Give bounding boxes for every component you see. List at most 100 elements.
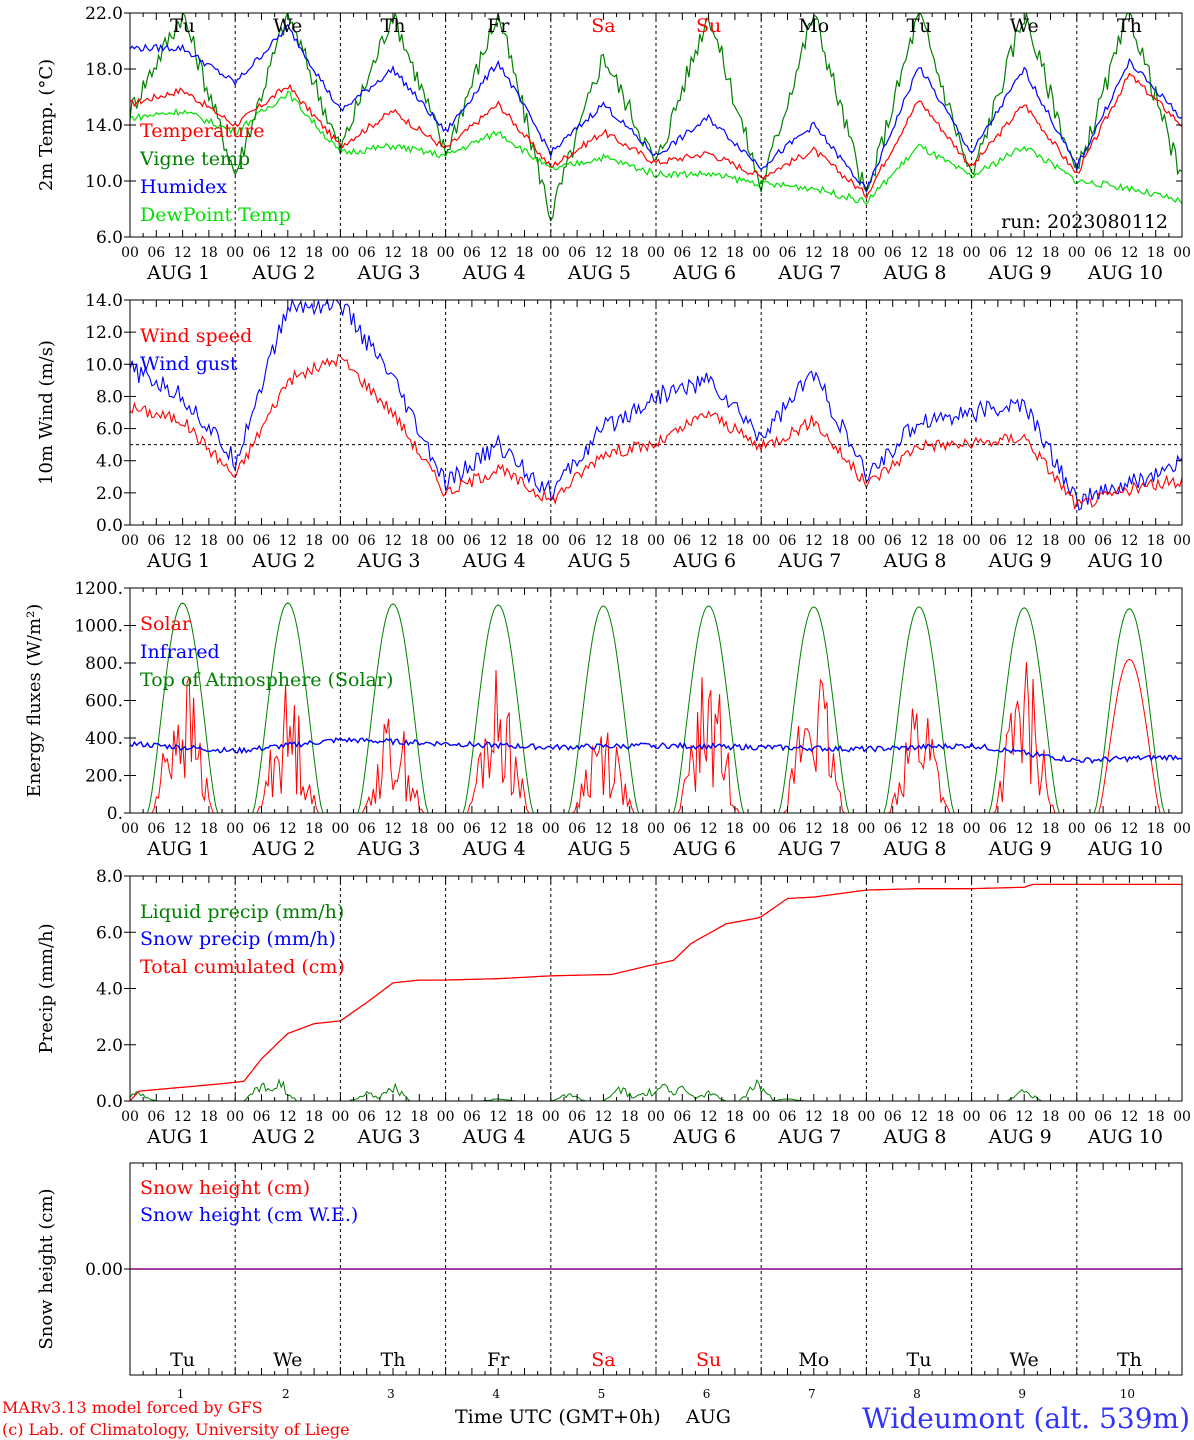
hour-tick-label: 06 (568, 821, 586, 837)
hour-tick-label: 00 (437, 245, 455, 261)
hour-tick-label: 06 (673, 1109, 691, 1125)
hour-tick-label: 00 (437, 821, 455, 837)
hour-tick-label: 06 (463, 821, 481, 837)
date-label: AUG 3 (356, 838, 420, 860)
hour-tick-label: 00 (647, 821, 665, 837)
date-label: AUG 6 (672, 838, 736, 860)
hour-tick-label: 00 (857, 533, 875, 549)
weekday-label: We (273, 15, 302, 37)
hour-tick-label: 18 (1147, 533, 1165, 549)
y-tick-label: 6.0 (96, 923, 123, 943)
hour-tick-label: 12 (174, 245, 192, 261)
legend-entry: Vigne temp (139, 148, 250, 170)
hour-tick-label: 06 (779, 245, 797, 261)
hour-tick-label: 12 (910, 821, 928, 837)
hour-tick-label: 00 (331, 821, 349, 837)
date-label: AUG 1 (146, 1126, 210, 1148)
precip-panel: 00 06 12 18 00 06 12 18 00 06 12 18 00 06 12 18 00 06 12 18… (36, 867, 1191, 1148)
hour-tick-label: 18 (1042, 1109, 1060, 1125)
y-tick-label: 14.0 (85, 291, 123, 311)
hour-tick-label: 12 (805, 245, 823, 261)
y-tick-label: 2.0 (96, 1036, 123, 1056)
day-number-label: 10 (1120, 1387, 1135, 1401)
hour-tick-label: 00 (121, 1109, 139, 1125)
date-label: AUG 9 (988, 550, 1052, 572)
hour-tick-label: 00 (331, 533, 349, 549)
hour-tick-label: 18 (1147, 821, 1165, 837)
weekday-label: Tu (170, 1349, 195, 1371)
hour-tick-label: 06 (358, 821, 376, 837)
hour-tick-label: 06 (253, 533, 271, 549)
y-tick-label: 200. (85, 767, 123, 787)
weekday-label: We (273, 1349, 302, 1371)
hour-tick-label: 18 (726, 1109, 744, 1125)
y-tick-label: 2.0 (96, 484, 123, 504)
day-number-label: 2 (282, 1387, 290, 1401)
weekday-label: Sa (591, 1349, 615, 1371)
y-tick-label: 8.0 (96, 867, 123, 887)
credit-line-1: MARv3.13 model forced by GFS (2, 1398, 263, 1417)
hour-tick-label: 12 (700, 1109, 718, 1125)
hour-tick-label: 00 (752, 821, 770, 837)
hour-tick-label: 00 (857, 1109, 875, 1125)
plot-frame (129, 299, 1183, 526)
date-label: AUG 5 (567, 838, 631, 860)
hour-tick-label: 12 (279, 245, 297, 261)
hour-tick-label: 18 (1042, 821, 1060, 837)
y-axis-label: 10m Wind (m/s) (36, 340, 57, 485)
date-label: AUG 9 (988, 838, 1052, 860)
hour-tick-label: 12 (489, 821, 507, 837)
y-tick-label: 1000. (74, 617, 123, 637)
wind-panel: 00 06 12 18 00 06 12 18 00 06 12 18 00 06 12 18 00 06 12 18… (36, 291, 1191, 572)
hour-tick-label: 18 (1147, 245, 1165, 261)
legend-entry: Infrared (140, 641, 220, 663)
day-number-label: 1 (177, 1387, 185, 1401)
hour-tick-label: 00 (226, 533, 244, 549)
hour-tick-label: 00 (226, 821, 244, 837)
hour-tick-label: 06 (884, 245, 902, 261)
weekday-label: Th (1117, 1349, 1142, 1371)
hour-tick-label: 06 (884, 1109, 902, 1125)
hour-tick-label: 18 (516, 821, 534, 837)
weekday-label: Th (1117, 15, 1142, 37)
y-tick-label: 600. (85, 692, 123, 712)
hour-tick-label: 00 (963, 821, 981, 837)
hour-tick-label: 06 (147, 245, 165, 261)
snow-panel: 0.00 Snow height (cm) Snow height (cm) Snow… (36, 1162, 1183, 1401)
hour-tick-label: 18 (621, 821, 639, 837)
hour-tick-label: 06 (779, 821, 797, 837)
y-tick-label: 6.0 (96, 228, 123, 248)
hour-tick-label: 00 (963, 245, 981, 261)
date-label: AUG 4 (462, 838, 526, 860)
date-label: AUG 3 (356, 1126, 420, 1148)
hour-tick-label: 18 (726, 533, 744, 549)
hour-tick-label: 12 (279, 533, 297, 549)
hour-tick-label: 18 (305, 821, 323, 837)
date-label: AUG 7 (777, 262, 841, 284)
weekday-label: Fr (487, 15, 510, 37)
hour-tick-label: 06 (147, 533, 165, 549)
hour-tick-label: 12 (279, 1109, 297, 1125)
hour-tick-label: 06 (1094, 533, 1112, 549)
hour-tick-label: 12 (1015, 533, 1033, 549)
hour-tick-label: 06 (463, 533, 481, 549)
date-label: AUG 7 (777, 838, 841, 860)
hour-tick-label: 18 (516, 245, 534, 261)
hour-tick-label: 12 (805, 821, 823, 837)
hour-tick-label: 18 (516, 533, 534, 549)
hour-tick-label: 00 (647, 533, 665, 549)
y-tick-label: 14.0 (85, 116, 123, 136)
hour-tick-label: 00 (542, 533, 560, 549)
hour-tick-label: 06 (253, 821, 271, 837)
hour-tick-label: 12 (489, 533, 507, 549)
hour-tick-label: 06 (463, 1109, 481, 1125)
hour-tick-label: 06 (568, 533, 586, 549)
legend-entry: Snow height (cm W.E.) (140, 1204, 358, 1226)
hour-tick-label: 12 (384, 1109, 402, 1125)
y-tick-label: 10.0 (85, 355, 123, 375)
hour-tick-label: 06 (989, 1109, 1007, 1125)
hour-tick-label: 18 (410, 821, 428, 837)
run-annotation: run: 2023080112 (1001, 211, 1168, 233)
hour-tick-label: 12 (384, 533, 402, 549)
date-label: AUG 4 (462, 1126, 526, 1148)
